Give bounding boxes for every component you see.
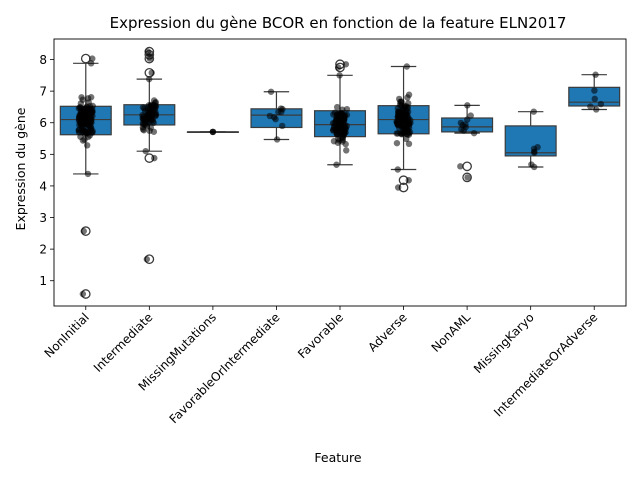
strip-point — [85, 133, 92, 141]
y-tick-label: 8 — [39, 53, 47, 67]
strip-point — [86, 117, 93, 124]
strip-point — [404, 94, 411, 101]
strip-point — [403, 63, 411, 70]
strip-point — [79, 290, 87, 298]
strip-point — [396, 101, 404, 109]
strip-point — [400, 130, 407, 137]
strip-point — [394, 184, 402, 191]
y-tick-label: 7 — [39, 85, 47, 99]
strip-point — [266, 112, 274, 120]
outlier-marker — [462, 172, 472, 183]
strip-point — [530, 108, 537, 115]
strip-point — [331, 109, 339, 116]
strip-point — [394, 166, 401, 173]
strip-point — [80, 227, 87, 235]
strip-point — [272, 115, 279, 123]
strip-point — [398, 120, 406, 127]
y-tick-label: 5 — [39, 148, 47, 162]
plot-frame — [53, 38, 627, 307]
strip-point — [89, 106, 96, 113]
strip-point — [142, 147, 149, 155]
strip-point — [334, 139, 342, 146]
strip-point — [335, 64, 342, 71]
strip-point — [209, 128, 217, 136]
strip-point — [470, 129, 478, 137]
strip-point — [139, 111, 146, 119]
strip-point — [79, 96, 86, 103]
strip-point — [139, 126, 147, 133]
strip-point — [146, 111, 154, 118]
strip-point — [333, 161, 340, 168]
strip-point — [82, 128, 89, 135]
strip-point — [75, 128, 83, 136]
strip-point — [597, 100, 605, 108]
strip-point — [464, 174, 471, 181]
strip-point — [463, 116, 471, 123]
strip-point — [267, 88, 275, 95]
strip-point — [405, 140, 413, 148]
strip-point — [342, 61, 350, 68]
strip-point — [393, 139, 401, 147]
strip-point — [148, 69, 155, 77]
strip-point — [405, 177, 412, 184]
strip-point — [273, 136, 281, 143]
y-tick-label: 3 — [39, 211, 47, 225]
strip-point — [333, 103, 341, 111]
y-tick-label: 2 — [39, 243, 47, 257]
strip-point — [405, 100, 412, 107]
strip-point — [398, 113, 405, 120]
strip-point — [144, 48, 152, 55]
strip-point — [147, 124, 154, 131]
strip-point — [83, 142, 91, 149]
strip-point — [587, 103, 594, 110]
strip-point — [145, 75, 153, 83]
y-axis-label: Expression du gène — [13, 107, 28, 230]
strip-point — [457, 163, 464, 170]
strip-point — [150, 97, 158, 104]
chart-title: Expression du gène BCOR en fonction de l… — [110, 14, 567, 32]
strip-point — [343, 147, 350, 154]
strip-point — [329, 119, 337, 127]
y-tick-label: 4 — [39, 179, 47, 193]
strip-point — [279, 122, 286, 130]
y-tick-label: 6 — [39, 116, 47, 130]
strip-point — [151, 154, 158, 162]
strip-point — [89, 129, 96, 136]
strip-point — [457, 119, 465, 127]
strip-point — [340, 116, 347, 123]
box-iqr — [504, 125, 557, 157]
strip-point — [407, 117, 414, 124]
strip-point — [77, 104, 84, 111]
strip-point — [277, 105, 285, 112]
strip-point — [462, 123, 469, 131]
strip-point — [338, 128, 345, 135]
strip-point — [531, 148, 538, 155]
strip-point — [82, 109, 89, 117]
strip-point — [336, 72, 343, 79]
strip-point — [530, 163, 538, 171]
strip-point — [593, 106, 600, 113]
strip-point — [591, 95, 598, 103]
strip-point — [395, 95, 403, 103]
strip-point — [84, 95, 92, 102]
strip-point — [464, 102, 471, 109]
strip-point — [393, 119, 401, 127]
strip-point — [84, 170, 92, 178]
strip-point — [592, 71, 599, 78]
strip-point — [143, 256, 151, 263]
strip-point — [89, 55, 96, 62]
strip-point — [591, 87, 598, 94]
y-tick-label: 1 — [39, 274, 47, 288]
x-axis-label: Feature — [314, 450, 362, 465]
